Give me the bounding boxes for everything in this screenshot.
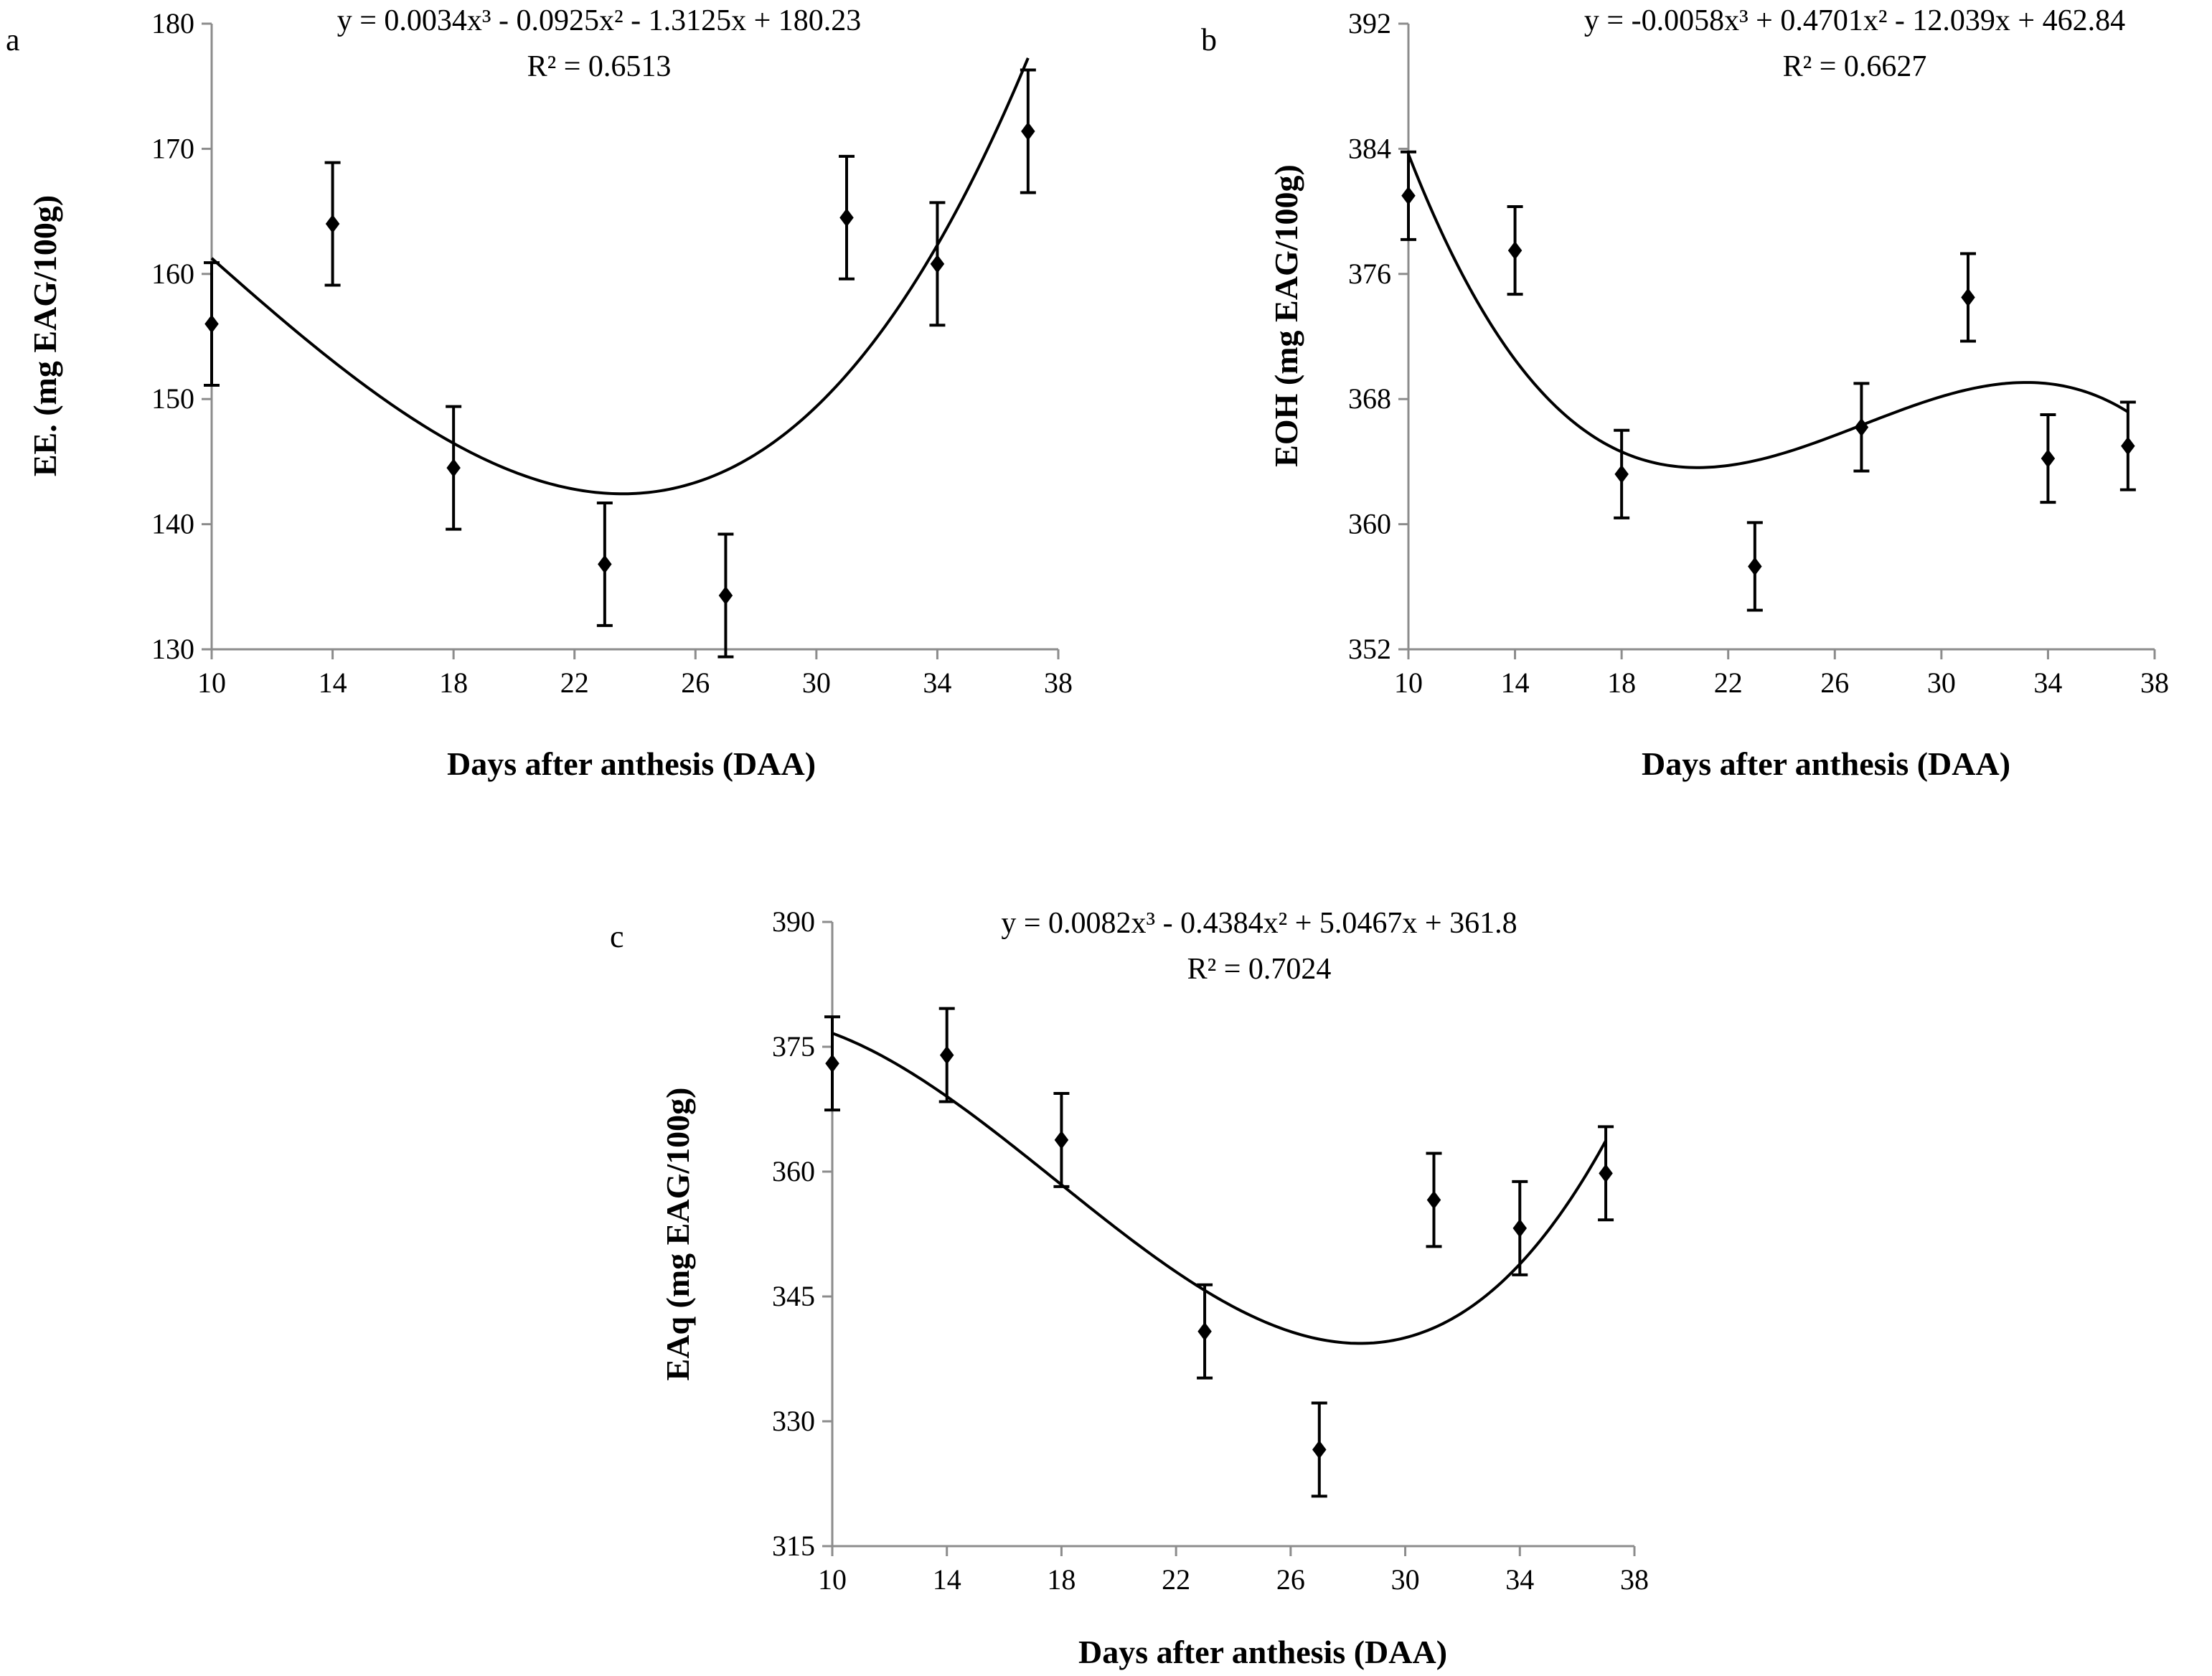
y-tick-label: 360: [772, 1155, 815, 1187]
x-tick-label: 26: [681, 667, 710, 699]
data-point: [1512, 1218, 1528, 1238]
x-tick-label: 22: [1714, 667, 1743, 699]
y-tick-label: 384: [1348, 132, 1391, 164]
x-axis-title-b: Days after anthesis (DAA): [1642, 745, 2010, 782]
data-point: [1054, 1130, 1069, 1149]
plot-marks-a: 130 140 150 160 170 180 10 14 18 22 26 30 34 38: [151, 7, 1073, 699]
plot-marks-b: 352 360 368 376 384 392 10 14 18 22 26 30 34 38: [1348, 7, 2169, 699]
x-tick-label: 38: [1620, 1563, 1649, 1596]
data-point: [1599, 1164, 1613, 1183]
y-tick-label: 376: [1348, 258, 1391, 290]
panel-label-c: c: [610, 919, 624, 954]
x-tick-label: 10: [818, 1563, 847, 1596]
chart-panel-a: a y = 0.0034x³ - 0.0925x² - 1.3125x + 18…: [6, 4, 1073, 782]
trendline-equation-b: y = -0.0058x³ + 0.4701x² - 12.039x + 462…: [1584, 4, 2125, 37]
data-point: [939, 1045, 954, 1065]
y-tick-label: 375: [772, 1030, 815, 1063]
y-tick-label: 392: [1348, 7, 1391, 39]
x-tick-label: 34: [923, 667, 951, 699]
x-tick-label: 18: [439, 667, 468, 699]
x-tick-label: 26: [1820, 667, 1849, 699]
data-point: [2041, 449, 2056, 469]
r-squared-c: R² = 0.7024: [1187, 953, 1332, 986]
data-point: [1197, 1322, 1212, 1341]
y-tick-label: 390: [772, 905, 815, 938]
x-tick-label: 30: [802, 667, 831, 699]
x-tick-label: 10: [197, 667, 226, 699]
y-tick-label: 130: [151, 633, 194, 665]
y-tick-label: 345: [772, 1280, 815, 1312]
data-point: [1614, 464, 1629, 484]
x-axis-title-c: Days after anthesis (DAA): [1078, 1634, 1447, 1670]
plot-marks-c: 315 330 345 360 375 390 10 14 18 22 26 30 34 38: [772, 905, 1649, 1596]
r-squared-b: R² = 0.6627: [1783, 50, 1927, 83]
data-point: [1426, 1190, 1441, 1210]
data-point: [598, 555, 612, 574]
trend-line: [1407, 154, 2129, 469]
x-tick-label: 14: [933, 1563, 961, 1596]
data-point: [325, 215, 340, 234]
trend-line: [832, 1032, 1607, 1345]
x-tick-label: 14: [319, 667, 347, 699]
data-point: [825, 1054, 839, 1073]
data-point: [204, 314, 219, 334]
data-point: [1021, 121, 1035, 141]
x-tick-label: 38: [1044, 667, 1073, 699]
y-tick-label: 352: [1348, 633, 1391, 665]
data-point: [1401, 186, 1416, 205]
chart-panel-b: b y = -0.0058x³ + 0.4701x² - 12.039x + 4…: [1201, 4, 2169, 782]
x-tick-label: 38: [2140, 667, 2169, 699]
y-tick-label: 315: [772, 1530, 815, 1562]
data-point: [1854, 418, 1869, 437]
data-point: [930, 254, 945, 273]
data-point: [1748, 557, 1762, 576]
x-tick-label: 30: [1391, 1563, 1420, 1596]
x-tick-label: 22: [1162, 1563, 1190, 1596]
y-axis-title-b: EOH (mg EAG/100g): [1268, 164, 1304, 467]
y-tick-label: 160: [151, 258, 194, 290]
x-tick-label: 34: [2033, 667, 2062, 699]
x-tick-label: 30: [1927, 667, 1956, 699]
x-axis-title-a: Days after anthesis (DAA): [447, 745, 816, 782]
trend-line: [210, 57, 1030, 496]
data-point: [839, 208, 854, 227]
x-tick-label: 14: [1501, 667, 1530, 699]
y-tick-label: 368: [1348, 382, 1391, 415]
x-tick-label: 26: [1276, 1563, 1305, 1596]
data-point: [1507, 241, 1522, 260]
panel-label-b: b: [1201, 22, 1217, 57]
x-tick-label: 22: [560, 667, 589, 699]
x-tick-label: 10: [1394, 667, 1423, 699]
y-tick-label: 360: [1348, 508, 1391, 540]
y-tick-label: 170: [151, 132, 194, 164]
trendline-equation-c: y = 0.0082x³ - 0.4384x² + 5.0467x + 361.…: [1001, 907, 1517, 940]
y-tick-label: 140: [151, 508, 194, 540]
y-tick-label: 180: [151, 7, 194, 39]
data-point: [1312, 1440, 1327, 1459]
chart-panel-c: c y = 0.0082x³ - 0.4384x² + 5.0467x + 36…: [610, 905, 1649, 1670]
trendline-equation-a: y = 0.0034x³ - 0.0925x² - 1.3125x + 180.…: [337, 4, 862, 37]
r-squared-a: R² = 0.6513: [527, 50, 672, 83]
y-axis-title-a: EE. (mg EAG/100g): [27, 195, 63, 476]
data-point: [718, 586, 733, 606]
x-tick-label: 34: [1505, 1563, 1534, 1596]
x-tick-label: 18: [1047, 1563, 1076, 1596]
y-tick-label: 330: [772, 1405, 815, 1437]
panel-label-a: a: [6, 22, 20, 57]
y-axis-title-c: EAq (mg EAG/100g): [659, 1088, 696, 1381]
x-tick-label: 18: [1607, 667, 1636, 699]
data-point: [446, 458, 461, 478]
data-point: [1961, 288, 1975, 307]
data-point: [2121, 436, 2135, 456]
y-tick-label: 150: [151, 382, 194, 415]
